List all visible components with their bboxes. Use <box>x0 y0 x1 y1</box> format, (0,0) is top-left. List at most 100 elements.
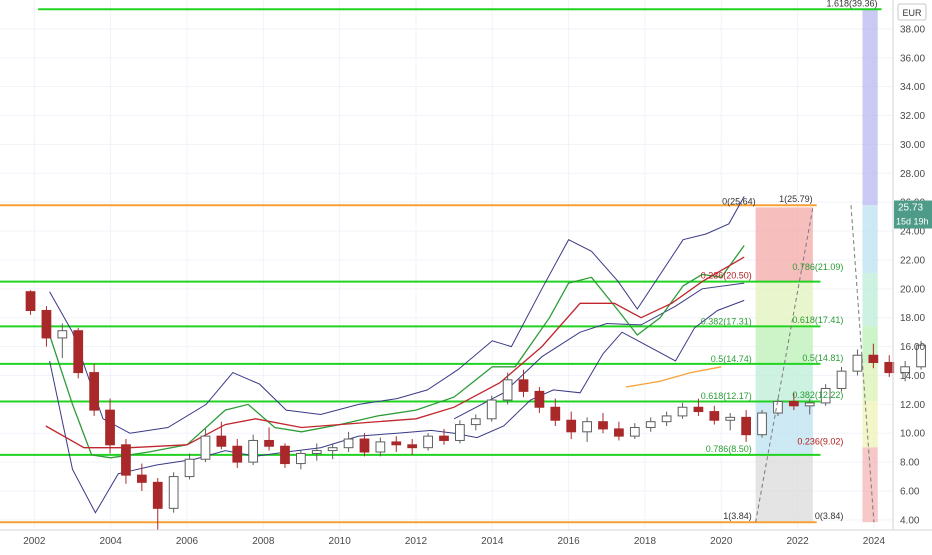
fib-zone-band <box>755 281 813 328</box>
candle-body <box>359 438 370 453</box>
horizontal-levels <box>0 8 882 524</box>
candle-body <box>200 435 211 460</box>
candle-body <box>152 481 163 509</box>
y-tick-label: 22.00 <box>900 255 925 266</box>
candle-body <box>455 424 465 441</box>
retracement-label: 0.618(12.17) <box>701 391 752 401</box>
x-tick-label: 2020 <box>710 536 733 547</box>
fib-zone-band <box>862 205 878 274</box>
candle-body <box>582 421 592 433</box>
y-tick-label: 12.00 <box>900 400 925 411</box>
currency-label: EUR <box>902 8 922 18</box>
candle-body <box>89 372 100 411</box>
fib-zone-band <box>755 207 813 282</box>
bar-countdown: 15d 19h <box>896 217 929 227</box>
candle-body <box>121 444 131 476</box>
currency-badge[interactable]: EUR <box>897 3 927 21</box>
y-tick-label: 32.00 <box>900 111 925 122</box>
fib-zones <box>755 9 878 523</box>
extension-label: 0.5(14.81) <box>802 353 843 363</box>
candle-body <box>614 428 624 437</box>
bollinger-basis <box>453 282 745 420</box>
candle-body <box>73 330 84 374</box>
candle-body <box>502 379 513 401</box>
level-label: 1(25.79) <box>779 194 813 204</box>
y-tick-label: 10.00 <box>900 429 925 440</box>
x-tick-label: 2006 <box>176 536 199 547</box>
fib-zone-band <box>862 9 878 206</box>
retracement-label: 0(25.64) <box>722 196 756 206</box>
candle-body <box>836 370 847 389</box>
candle-body <box>41 309 52 339</box>
candle-body <box>916 344 926 368</box>
y-tick-label: 36.00 <box>900 53 925 64</box>
extension-label: 0.786(21.09) <box>792 262 843 272</box>
fib-zone-band <box>862 273 878 327</box>
y-tick-label: 28.00 <box>900 169 925 180</box>
x-tick-label: 2016 <box>557 536 580 547</box>
y-tick-label: 14.00 <box>900 371 925 382</box>
fib-zone-band <box>755 364 813 402</box>
candle-body <box>900 366 911 374</box>
fib-zone-band <box>755 327 813 365</box>
candle-body <box>232 445 243 463</box>
bollinger-lower <box>49 299 745 514</box>
candle-body <box>741 416 752 436</box>
y-tick-label: 4.00 <box>900 515 920 526</box>
moving-average-line <box>625 366 722 388</box>
candle-body <box>661 415 672 423</box>
candle-body <box>216 435 227 447</box>
candle-body <box>391 441 402 446</box>
x-tick-label: 2010 <box>329 536 352 547</box>
candle-body <box>757 412 767 436</box>
x-tick-label: 2024 <box>863 536 886 547</box>
candle-body <box>884 361 895 374</box>
trend-line <box>755 207 814 523</box>
x-tick-label: 2002 <box>23 536 46 547</box>
candle-body <box>788 400 799 407</box>
candle-body <box>280 445 290 465</box>
retracement-label: 0.236(20.50) <box>701 271 752 281</box>
x-tick-label: 2022 <box>786 536 809 547</box>
candle-body <box>725 416 736 421</box>
candle-body <box>295 452 306 465</box>
candle-body <box>868 354 879 363</box>
retracement-label: 0.5(14.74) <box>711 354 752 364</box>
candle-body <box>677 406 688 417</box>
candle-body <box>343 438 354 449</box>
candle-body <box>136 474 147 483</box>
candle-body <box>184 458 195 478</box>
candle-body <box>852 354 863 372</box>
candle-body <box>248 439 259 463</box>
extension-label: 0.382(12.22) <box>792 390 843 400</box>
fib-zone-band <box>862 447 878 523</box>
candle-body <box>693 406 704 413</box>
trend-line <box>850 205 875 523</box>
extension-label: 0(3.84) <box>815 511 844 521</box>
retracement-label: 0.382(17.31) <box>701 317 752 327</box>
fib-labels: 1.618(39.36) 1(25.79) 0(25.64) 0.236(20.50)… <box>701 0 878 521</box>
bollinger-upper <box>49 196 745 434</box>
time-axis[interactable]: 2002 2004 2006 2008 2010 2012 2014 2016 2018 2020… <box>23 536 885 547</box>
x-tick-label: 2018 <box>634 536 657 547</box>
candle-body <box>629 426 640 437</box>
level-label: 1.618(39.36) <box>827 0 878 8</box>
x-tick-label: 2014 <box>481 536 504 547</box>
last-price-badge: 25.73 15d 19h <box>894 200 932 229</box>
candle-body <box>566 419 577 433</box>
fib-zone-band <box>755 454 813 523</box>
candle-body <box>311 450 322 454</box>
y-tick-label: 34.00 <box>900 82 925 93</box>
candle-body <box>550 406 561 421</box>
candle-body <box>470 418 481 426</box>
y-tick-label: 30.00 <box>900 140 925 151</box>
y-tick-label: 6.00 <box>900 487 920 498</box>
trend-lines <box>755 205 875 523</box>
fib-zone-band <box>862 326 878 364</box>
x-tick-label: 2008 <box>252 536 275 547</box>
candle-body <box>168 476 179 509</box>
candle-body <box>25 291 36 311</box>
candle-body <box>327 447 338 452</box>
